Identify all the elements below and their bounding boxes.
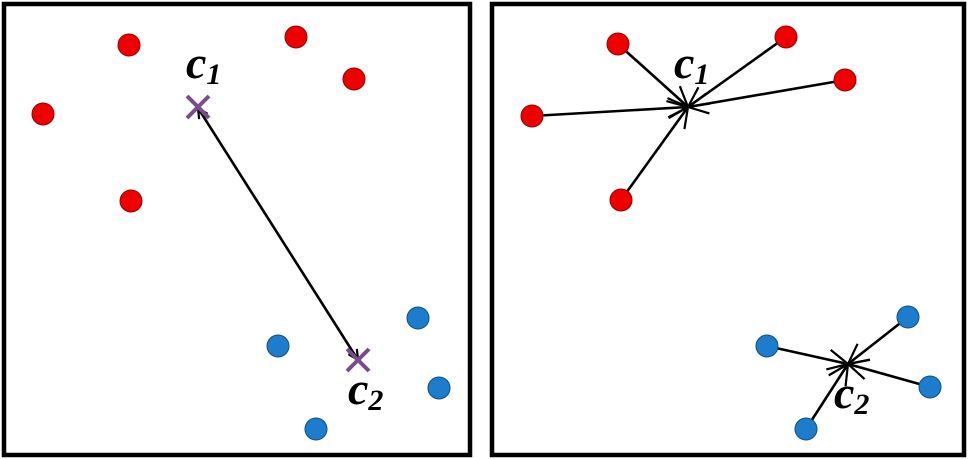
- red-data-point: [117, 33, 141, 57]
- blue-data-point: [755, 334, 779, 358]
- center-label-c2: c2: [348, 363, 383, 417]
- red-data-point: [284, 25, 308, 49]
- right-panel: c1 c2: [489, 1, 967, 458]
- assignment-line: [766, 344, 848, 364]
- right-panel-frame: [489, 1, 967, 458]
- center-label-c1: c1: [186, 37, 221, 91]
- red-data-point: [774, 25, 798, 49]
- red-data-point: [119, 189, 143, 213]
- blue-data-point: [304, 417, 328, 441]
- assignment-line: [804, 364, 848, 430]
- red-data-point: [342, 67, 366, 91]
- assignment-line: [688, 78, 846, 107]
- red-data-point: [31, 102, 55, 126]
- red-data-point: [609, 188, 633, 212]
- center-label-c2: c2: [834, 367, 869, 421]
- assignment-line: [531, 107, 688, 116]
- assignment-line: [848, 315, 909, 364]
- x-cross-icon: [185, 94, 211, 120]
- center-label-c1: c1: [674, 37, 709, 91]
- blue-data-point: [896, 305, 920, 329]
- left-panel: c1 c2: [1, 1, 473, 458]
- center-distance-arrow: [198, 108, 358, 360]
- red-data-point: [606, 32, 630, 56]
- blue-data-point: [918, 375, 942, 399]
- left-panel-frame: [1, 1, 473, 458]
- x-cross-icon: [345, 347, 371, 373]
- red-data-point: [833, 68, 857, 92]
- blue-data-point: [794, 417, 818, 441]
- blue-data-point: [427, 376, 451, 400]
- red-data-point: [520, 104, 544, 128]
- blue-data-point: [266, 334, 290, 358]
- assignment-line: [619, 107, 688, 201]
- assignment-line: [848, 364, 931, 389]
- blue-data-point: [406, 306, 430, 330]
- assignment-line: [617, 43, 688, 107]
